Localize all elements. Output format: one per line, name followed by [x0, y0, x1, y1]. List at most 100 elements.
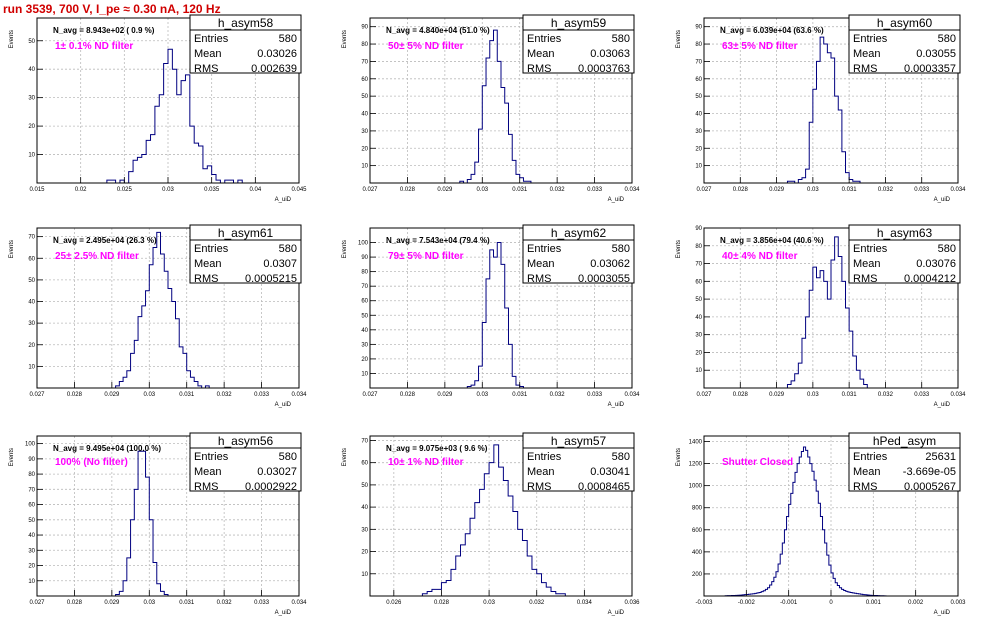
y-tick-label: 10	[695, 368, 702, 374]
y-tick-label: 60	[695, 279, 702, 285]
stats-value: 0.0003055	[578, 273, 630, 285]
y-tick-label: 40	[28, 533, 35, 539]
y-tick-label: 10	[28, 579, 35, 585]
stats-label: RMS	[194, 481, 218, 493]
y-tick-label: 10	[361, 164, 368, 170]
stats-label: Mean	[527, 466, 555, 478]
y-tick-label: 50	[361, 94, 368, 100]
histogram-line	[102, 48, 247, 184]
y-tick-label: 80	[28, 472, 35, 478]
y-tick-label: 70	[28, 235, 35, 241]
panel-h_asym63: 0.027 0.028 0.029 0.03 0.031 0.032 0.033 0.034 1…	[676, 224, 966, 408]
stats-value: 0.0307	[263, 258, 297, 270]
y-axis-title: Events	[342, 30, 348, 48]
x-tick-label: 0.03	[143, 392, 155, 398]
x-tick-label: 0.034	[624, 392, 640, 398]
stats-box: h_asym60 Entries 580 Mean 0.03055 RMS 0.000335…	[848, 14, 961, 75]
x-tick-label: 0.029	[437, 392, 453, 398]
y-tick-label: 80	[695, 42, 702, 48]
x-tick-label: 0.032	[217, 392, 233, 398]
x-axis-title: A_uiD	[275, 610, 292, 616]
filter-label: 25± 2.5% ND filter	[55, 251, 139, 262]
y-tick-label: 70	[361, 59, 368, 65]
y-axis-title: Events	[342, 240, 348, 258]
stats-value: 0.03062	[590, 258, 630, 270]
n-avg-label: N_avg = 9.495e+04 (100.0 %)	[53, 444, 161, 453]
run-title: run 3539, 700 V, I_pe ≈ 0.30 nA, 120 Hz	[3, 2, 221, 16]
x-axis-title: A_uiD	[275, 402, 292, 408]
histogram-line	[421, 444, 566, 596]
plot-frame	[703, 227, 959, 389]
x-tick-label: 0.029	[769, 392, 785, 398]
y-tick-label: 50	[28, 278, 35, 284]
x-tick-label: 0.034	[291, 600, 307, 606]
y-tick-label: 40	[361, 328, 368, 334]
stats-box-frame	[848, 432, 961, 492]
stats-value: 580	[938, 33, 956, 45]
x-tick-label: 0.028	[733, 392, 749, 398]
histogram-line	[724, 446, 887, 597]
y-tick-label: 30	[695, 129, 702, 135]
histogram-line	[115, 450, 169, 596]
y-tick-label: 100	[25, 442, 36, 448]
stats-value: 580	[612, 33, 630, 45]
stats-value: 0.0008465	[578, 481, 630, 493]
x-tick-label: 0.034	[624, 187, 640, 193]
filter-label: 100% (No filter)	[55, 457, 128, 468]
y-tick-label: 1200	[689, 462, 703, 468]
x-tick-label: 0.031	[179, 600, 195, 606]
y-tick-label: 50	[28, 39, 35, 45]
y-tick-label: 40	[28, 67, 35, 73]
n-avg-label: N_avg = 7.543e+04 (79.4 %)	[386, 236, 490, 245]
x-tick-label: 0.028	[434, 600, 450, 606]
stats-value: -3.669e-05	[903, 466, 956, 478]
x-axis-title: A_uiD	[608, 610, 625, 616]
x-tick-label: 0.003	[950, 600, 966, 606]
stats-box-frame	[522, 432, 635, 492]
plot-frame	[369, 435, 633, 597]
x-tick-label: 0.015	[29, 187, 45, 193]
n-avg-label: N_avg = 8.943e+02 ( 0.9 %)	[53, 26, 155, 35]
stats-box-frame	[189, 224, 302, 284]
stats-value: 0.03076	[916, 258, 956, 270]
x-tick-label: 0.029	[104, 600, 120, 606]
y-tick-label: 30	[361, 527, 368, 533]
stats-label: Mean	[194, 48, 222, 60]
y-tick-label: 20	[28, 564, 35, 570]
stats-label: Entries	[853, 451, 888, 463]
y-tick-label: 90	[695, 226, 702, 232]
x-tick-label: 0.031	[512, 392, 528, 398]
stats-label: Entries	[194, 243, 229, 255]
x-tick-label: 0.032	[529, 600, 545, 606]
stats-value: 0.0005267	[904, 481, 956, 493]
panel-hPed_asym: -0.003 -0.002 -0.001 0 0.001 0.002 0.003 200 400…	[676, 432, 966, 616]
x-tick-label: 0.033	[254, 600, 270, 606]
y-tick-label: 10	[28, 364, 35, 370]
stats-value: 0.03027	[257, 466, 297, 478]
panel-h_asym57: 0.026 0.028 0.03 0.032 0.034 0.036 10 20 30 40 50 6…	[342, 432, 640, 616]
y-tick-label: 90	[361, 255, 368, 261]
x-tick-label: 0.035	[204, 187, 220, 193]
stats-label: Mean	[853, 48, 881, 60]
plot-frame	[703, 17, 959, 184]
y-tick-label: 30	[28, 321, 35, 327]
stats-value: 0.0003763	[578, 63, 630, 75]
y-tick-label: 70	[695, 262, 702, 268]
x-tick-label: 0.029	[769, 187, 785, 193]
x-tick-label: 0.027	[362, 392, 378, 398]
y-tick-label: 30	[361, 129, 368, 135]
y-tick-label: 80	[695, 244, 702, 250]
filter-label: 10± 1% ND filter	[388, 457, 464, 468]
stats-label: Mean	[853, 258, 881, 270]
filter-label: Shutter Closed	[722, 457, 793, 468]
x-tick-label: 0.045	[291, 187, 307, 193]
x-tick-label: 0.027	[29, 600, 45, 606]
x-tick-label: 0.002	[908, 600, 924, 606]
y-tick-label: 40	[695, 315, 702, 321]
stats-box: h_asym62 Entries 580 Mean 0.03062 RMS 0.000305…	[522, 224, 635, 285]
x-tick-label: 0.028	[400, 392, 416, 398]
x-tick-label: 0.034	[577, 600, 593, 606]
panel-h_asym59: 0.027 0.028 0.029 0.03 0.031 0.032 0.033 0.034 1…	[342, 14, 640, 203]
y-tick-label: 50	[695, 297, 702, 303]
